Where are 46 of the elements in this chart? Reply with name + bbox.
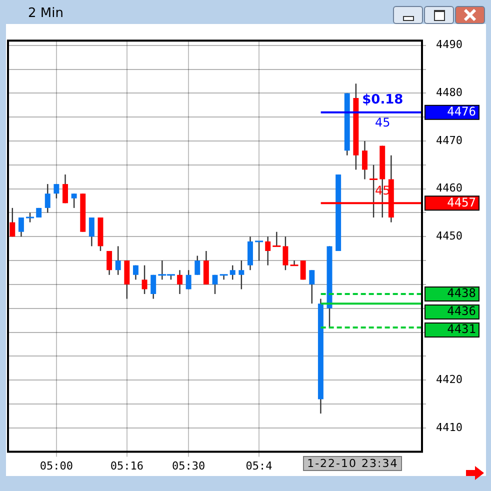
ref-line-label: 4476	[447, 104, 476, 118]
ref-line-label: 4457	[447, 195, 476, 210]
ref-line-label: 4438	[447, 286, 476, 300]
x-tick-label: 05:30	[172, 459, 206, 472]
candlestick	[106, 250, 112, 276]
candlestick	[362, 140, 368, 180]
y-tick-label: 4420	[436, 372, 462, 386]
candlestick	[18, 216, 24, 238]
candlestick	[194, 255, 200, 276]
y-tick-label: 4450	[436, 229, 462, 242]
x-tick-label: 05:16	[110, 459, 144, 472]
candlestick	[124, 260, 130, 300]
y-tick-label: 4410	[436, 420, 462, 434]
candlestick	[265, 236, 271, 266]
candlestick	[177, 270, 182, 295]
candlestick	[230, 264, 236, 280]
y-tick-label: 4460	[436, 182, 462, 195]
candlestick	[300, 260, 306, 280]
candlestick	[62, 174, 68, 204]
y-tick-label: 4480	[436, 86, 462, 100]
chart-title: 2 Min	[28, 6, 64, 21]
candlestick	[150, 274, 156, 300]
candlestick	[115, 246, 121, 276]
candlestick	[212, 274, 218, 295]
text: 1-22-10 23:34	[303, 456, 402, 471]
candlestick	[71, 193, 77, 209]
candlestick	[88, 216, 94, 247]
annotation: $0.18	[362, 92, 404, 108]
candlestick	[142, 264, 148, 295]
ref-line-label: 4431	[447, 322, 476, 336]
candlestick	[44, 183, 50, 214]
candlestick	[282, 236, 288, 271]
ref-line-label: 4436	[447, 304, 476, 318]
candlestick	[238, 260, 244, 290]
candlestick	[203, 250, 209, 286]
y-tick-label: 4470	[436, 134, 462, 147]
y-tick-label: 4490	[436, 38, 462, 52]
annotation: 45	[375, 115, 390, 130]
candlestick	[132, 264, 138, 280]
x-tick-label: 05:00	[40, 459, 74, 472]
candlestick	[186, 270, 192, 290]
candlestick	[54, 183, 60, 199]
candlestick	[309, 270, 315, 304]
candlestick	[10, 207, 16, 238]
x-tick-label: 05:4	[246, 459, 273, 472]
candlestick	[248, 236, 253, 271]
